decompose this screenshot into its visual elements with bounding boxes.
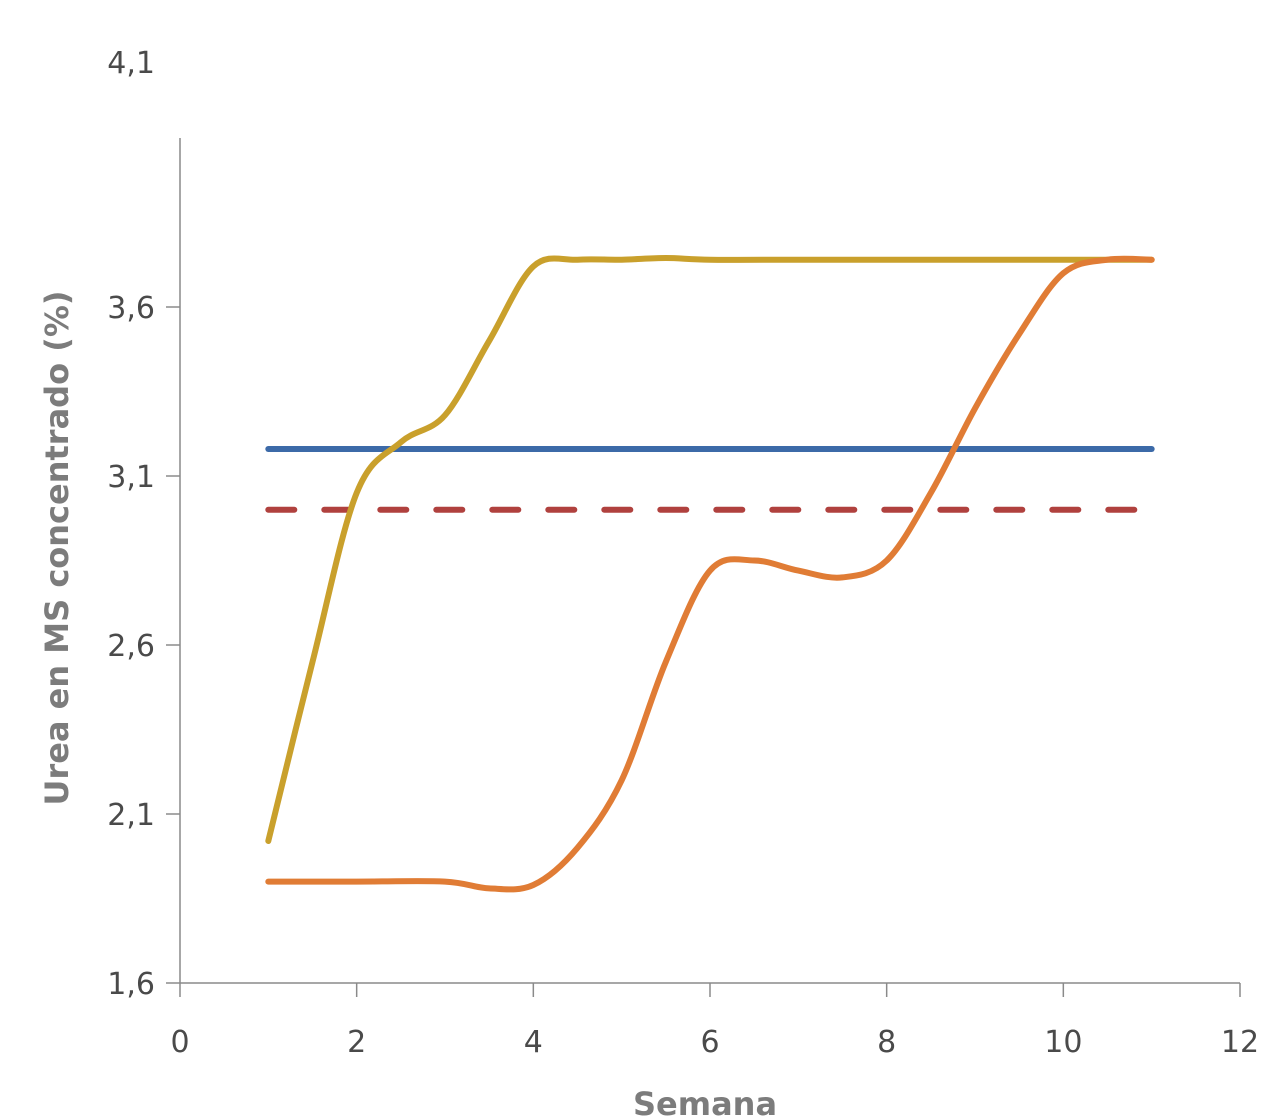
y-tick-label: 2,6 <box>107 629 155 664</box>
x-ticks: 0 2 4 6 8 10 12 <box>170 983 1259 1060</box>
series-group <box>265 255 1155 893</box>
series-line-yellow <box>265 255 1155 844</box>
y-tick-label: 2,1 <box>107 798 155 833</box>
y-axis-title: Urea en MS concentrado (%) <box>38 290 76 805</box>
y-tick-label: 4,1 <box>107 46 155 81</box>
x-tick-label: 12 <box>1221 1025 1259 1060</box>
x-tick-label: 8 <box>877 1025 896 1060</box>
x-tick-label: 10 <box>1044 1025 1082 1060</box>
series-line-orange <box>265 255 1155 893</box>
x-tick-label: 2 <box>347 1025 366 1060</box>
y-tick-label: 1,6 <box>107 967 155 1002</box>
x-tick-label: 6 <box>700 1025 719 1060</box>
x-axis-title: Semana <box>633 1085 777 1120</box>
y-tick-label: 3,6 <box>107 291 155 326</box>
x-tick-label: 4 <box>524 1025 543 1060</box>
y-tick-label: 3,1 <box>107 460 155 495</box>
x-tick-label: 0 <box>170 1025 189 1060</box>
y-ticks: 1,6 2,1 2,6 3,1 3,6 4,1 <box>107 46 180 1002</box>
